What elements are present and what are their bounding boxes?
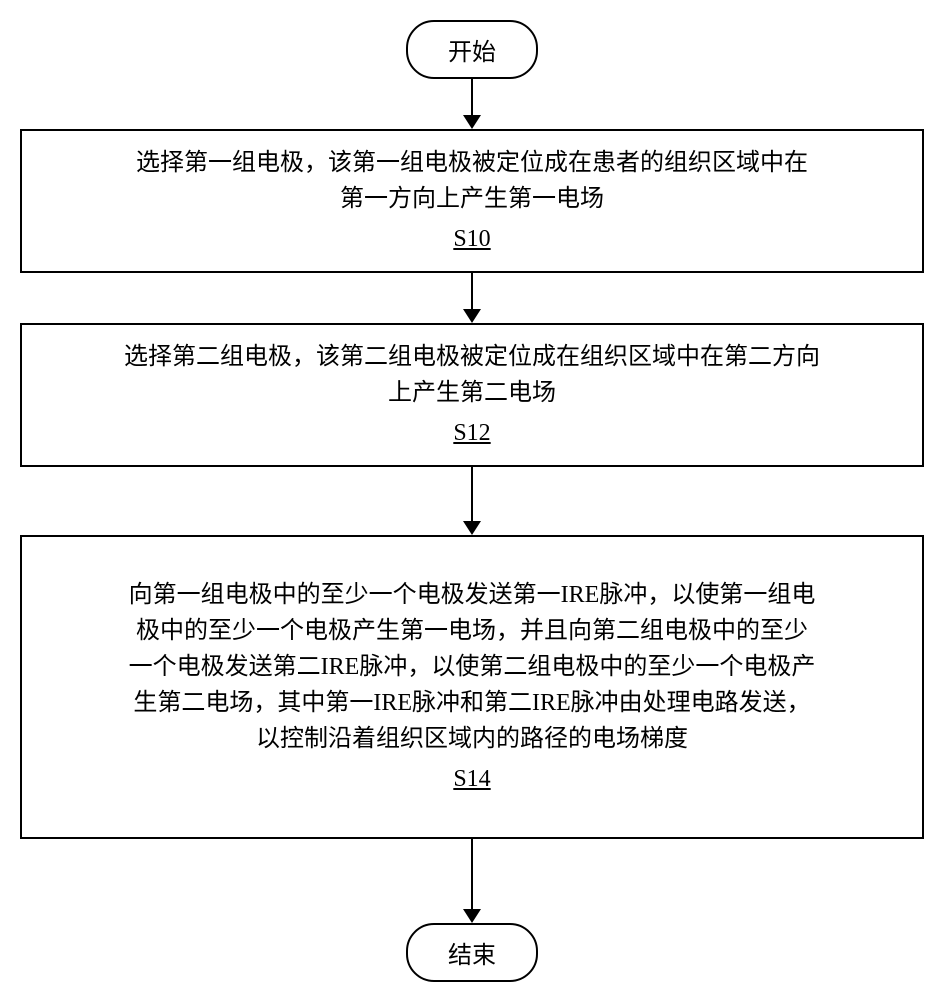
s14-step-label: S14	[453, 761, 490, 797]
arrow-head-icon	[463, 909, 481, 923]
arrow-head-icon	[463, 521, 481, 535]
start-node: 开始	[406, 20, 538, 79]
arrow-head-icon	[463, 115, 481, 129]
s14-line5: 以控制沿着组织区域内的路径的电场梯度	[46, 721, 898, 757]
end-label: 结束	[448, 943, 496, 969]
process-s14: 向第一组电极中的至少一个电极发送第一IRE脉冲，以使第一组电 极中的至少一个电极…	[20, 535, 924, 839]
arrow-shaft	[471, 467, 473, 521]
arrow-s12-to-s14	[463, 467, 481, 535]
process-s10: 选择第一组电极，该第一组电极被定位成在患者的组织区域中在 第一方向上产生第一电场…	[20, 129, 924, 273]
s10-line2: 第一方向上产生第一电场	[46, 181, 898, 217]
arrow-shaft	[471, 273, 473, 309]
s12-line2: 上产生第二电场	[46, 375, 898, 411]
arrow-s14-to-end	[463, 839, 481, 923]
arrow-shaft	[471, 839, 473, 909]
arrow-start-to-s10	[463, 79, 481, 129]
s14-line3: 一个电极发送第二IRE脉冲，以使第二组电极中的至少一个电极产	[46, 649, 898, 685]
start-label: 开始	[448, 40, 496, 66]
s10-step-label: S10	[453, 221, 490, 257]
s14-line1: 向第一组电极中的至少一个电极发送第一IRE脉冲，以使第一组电	[46, 577, 898, 613]
s10-line1: 选择第一组电极，该第一组电极被定位成在患者的组织区域中在	[46, 145, 898, 181]
arrow-shaft	[471, 79, 473, 115]
s14-line4: 生第二电场，其中第一IRE脉冲和第二IRE脉冲由处理电路发送，	[46, 685, 898, 721]
s12-line1: 选择第二组电极，该第二组电极被定位成在组织区域中在第二方向	[46, 339, 898, 375]
flowchart-container: 开始 选择第一组电极，该第一组电极被定位成在患者的组织区域中在 第一方向上产生第…	[20, 20, 924, 982]
process-s12: 选择第二组电极，该第二组电极被定位成在组织区域中在第二方向 上产生第二电场 S1…	[20, 323, 924, 467]
end-node: 结束	[406, 923, 538, 982]
s12-step-label: S12	[453, 415, 490, 451]
arrow-head-icon	[463, 309, 481, 323]
arrow-s10-to-s12	[463, 273, 481, 323]
s14-line2: 极中的至少一个电极产生第一电场，并且向第二组电极中的至少	[46, 613, 898, 649]
